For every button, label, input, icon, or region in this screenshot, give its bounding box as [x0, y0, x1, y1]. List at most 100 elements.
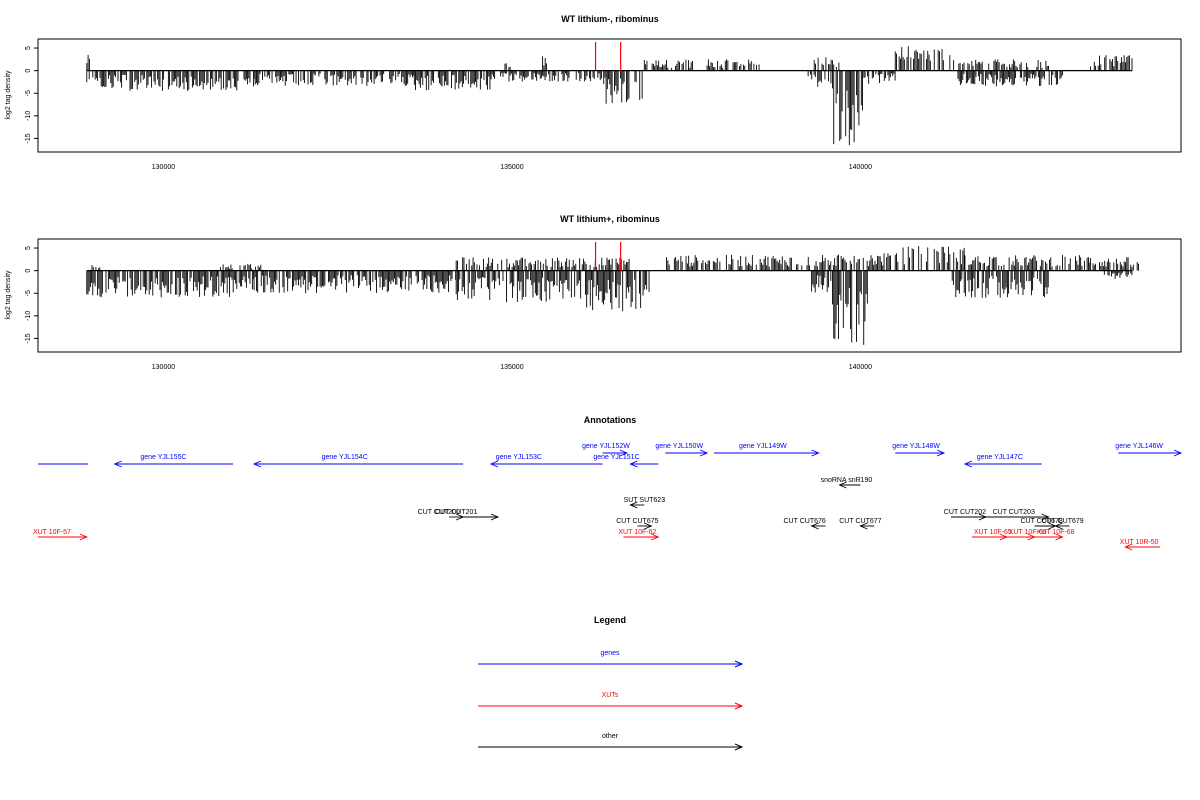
gene-label: gene YJL154C — [322, 454, 368, 461]
other-label: CUT CUT202 — [944, 509, 986, 516]
xut-label: XUT 10F-62 — [618, 529, 656, 536]
feature-arrow — [113, 460, 234, 468]
gene-label: gene YJL149W — [739, 443, 787, 450]
other-label: CUT CUT676 — [784, 518, 826, 525]
axes: 5 0 -5 -10 -15 130000 135000 140000 — [25, 246, 872, 371]
minus-strand-segment — [86, 270, 255, 298]
plus-strand-segment — [86, 54, 90, 71]
x-tick-label: 140000 — [849, 364, 872, 371]
feature-arrow — [629, 501, 645, 509]
legend-label: XUTs — [602, 692, 619, 699]
gene-feature: gene YJL147C — [963, 454, 1042, 468]
plus-strand-segment — [542, 56, 547, 71]
y-tick-label: -5 — [25, 90, 32, 96]
panel-title: WT lithium-, ribominus — [561, 14, 659, 24]
minus-strand-segment — [86, 70, 255, 91]
gene-label: gene YJL151C — [593, 454, 639, 461]
xut-feature: XUT 10F-68 — [1034, 529, 1075, 541]
x-tick-label: 135000 — [500, 364, 523, 371]
coverage-panel-lithium-minus: WT lithium-, ribominus log2 tag density … — [5, 14, 1182, 171]
other-label: CUT CUT679 — [1041, 518, 1083, 525]
other-feature: snoRNA snR190 — [821, 477, 873, 489]
legend-item-other: other — [478, 733, 744, 751]
legend-arrowhead — [734, 702, 744, 710]
plus-strand-segment — [706, 59, 760, 71]
xut-feature: XUT 10F-65 — [971, 529, 1012, 541]
feature-arrow — [985, 513, 1050, 521]
feature-arrow — [463, 513, 500, 521]
feature-arrow — [629, 460, 659, 468]
minus-strand-segment — [1103, 270, 1133, 279]
other-label: CUT CUT678 — [1020, 518, 1062, 525]
gene-label: gene YJL153C — [496, 454, 542, 461]
other-feature: CUT CUT679 — [1041, 518, 1084, 530]
x-tick-label: 130000 — [152, 164, 175, 171]
other-feature: CUT CUT201 — [435, 509, 500, 521]
feature-arrow — [623, 533, 660, 541]
other-label: CUT CUT677 — [839, 518, 881, 525]
plot-frame — [37, 238, 1182, 353]
y-tick-label: 5 — [25, 246, 32, 250]
y-tick-label: 0 — [25, 269, 32, 273]
other-feature: CUT CUT677 — [839, 518, 882, 530]
minus-strand-segment — [807, 70, 832, 87]
y-tick-label: -10 — [25, 311, 32, 321]
y-tick-label: -15 — [25, 333, 32, 343]
minus-strand-segment — [603, 70, 643, 104]
gene-label: gene YJL150W — [655, 443, 703, 450]
minus-strand-segment — [574, 270, 650, 312]
feature-arrow — [810, 522, 826, 530]
gene-feature: gene YJL155C — [113, 454, 234, 468]
plus-strand-segment — [953, 59, 1049, 71]
annotation-features: gene YJL155C gene YJL154C gene YJL153C gene… — [33, 443, 1183, 551]
legend-item-xuts: XUTs — [478, 692, 744, 710]
xut-label: XUT 10R-50 — [1120, 539, 1159, 546]
xut-feature: XUT 10F-57 — [33, 529, 88, 541]
gene-label: gene YJL152W — [582, 443, 630, 450]
feature-arrow — [602, 449, 629, 457]
legend-arrowhead — [734, 743, 744, 751]
minus-strand-segment — [490, 70, 602, 82]
plus-strand-segment — [643, 59, 693, 71]
other-label: CUT CUT200 — [418, 509, 460, 516]
other-label: snoRNA snR190 — [821, 477, 873, 484]
gene-feature: gene YJL148W — [892, 443, 946, 457]
feature-arrow — [1124, 543, 1161, 551]
plus-strand-segment — [894, 46, 951, 71]
gene-label: gene YJL155C — [140, 454, 186, 461]
other-label: CUT CUT203 — [993, 509, 1035, 516]
minus-strand-segment — [811, 270, 832, 293]
gene-feature: gene YJL151C — [593, 454, 659, 468]
xut-label: XUT 10F-66 — [1009, 529, 1047, 536]
y-axis-label: log2 tag density — [5, 270, 12, 320]
feature-arrow — [1034, 533, 1064, 541]
panel-title: WT lithium+, ribominus — [560, 214, 660, 224]
coverage-bars — [86, 42, 1133, 145]
xut-feature: XUT 10F-62 — [618, 529, 660, 541]
x-tick-label: 135000 — [500, 164, 523, 171]
other-label: CUT CUT675 — [616, 518, 658, 525]
coverage-panel-lithium-plus: WT lithium+, ribominus log2 tag density … — [5, 214, 1182, 371]
xut-feature: XUT 10R-50 — [1120, 539, 1161, 551]
coverage-bars — [86, 242, 1139, 345]
feature-arrow — [859, 522, 875, 530]
plus-strand-segment — [827, 253, 892, 271]
other-feature: SUT SUT623 — [624, 497, 665, 509]
other-feature: CUT CUT202 — [944, 509, 987, 521]
gene-label: gene YJL147C — [977, 454, 1023, 461]
gene-feature: gene YJL152W — [582, 443, 630, 457]
plus-strand-segment — [894, 246, 965, 271]
feature-arrow — [895, 449, 946, 457]
minus-strand-segment — [455, 270, 572, 303]
feature-arrow — [38, 533, 88, 541]
plus-strand-segment — [220, 263, 262, 271]
plot-frame — [37, 38, 1182, 153]
plus-strand-segment — [91, 265, 101, 271]
x-tick-label: 140000 — [849, 164, 872, 171]
plus-strand-segment — [1089, 55, 1133, 71]
xut-label: XUT 10F-68 — [1037, 529, 1075, 536]
legend-items: genes XUTs other — [478, 650, 744, 751]
minus-strand-segment — [863, 70, 896, 84]
y-tick-label: 5 — [25, 46, 32, 50]
y-tick-label: -10 — [25, 111, 32, 121]
